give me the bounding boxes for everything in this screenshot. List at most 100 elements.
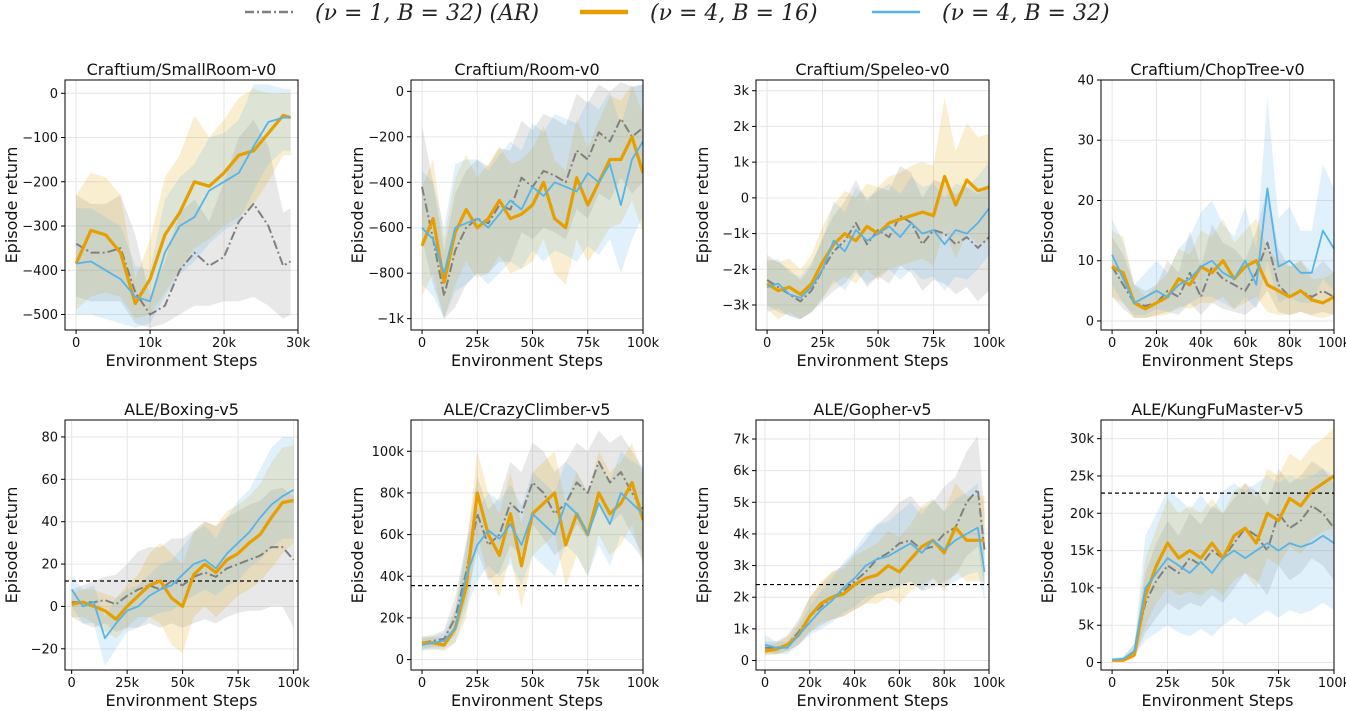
y-tick-label: 7k: [733, 432, 749, 447]
series-1-line: [74, 113, 292, 306]
x-tick-label: 25k: [1156, 676, 1181, 691]
chart-title: Craftium/SmallRoom-v0: [87, 60, 277, 79]
y-tick-label: 0: [1086, 656, 1094, 671]
legend-entry: (ν = 1, B = 32) (AR): [245, 1, 539, 26]
y-axis-label: Episode return: [1038, 487, 1057, 604]
series-0-line: [766, 214, 989, 303]
y-tick-label: 0: [741, 654, 749, 669]
y-tick-label: 2k: [733, 120, 749, 135]
y-tick-label: 0: [1086, 314, 1094, 329]
x-tick-label: 0: [1108, 676, 1116, 691]
y-tick-label: −2k: [722, 263, 749, 278]
x-axis-label: Environment Steps: [1141, 691, 1293, 710]
x-axis-label: Environment Steps: [796, 691, 948, 710]
y-tick-label: 5k: [1078, 619, 1094, 634]
y-tick-label: 40: [1077, 74, 1094, 89]
y-axis-label: Episode return: [693, 147, 712, 264]
x-tick-label: 60k: [1233, 336, 1258, 351]
chart-panel: 0 25k 50k 75k 100k −1k −800 −600 −400 −200 0 Crafti…: [348, 60, 660, 370]
x-tick-label: 0: [418, 676, 426, 691]
x-tick-label: 0: [1108, 336, 1116, 351]
x-tick-label: 75k: [1266, 676, 1291, 691]
x-tick-label: 80k: [932, 676, 957, 691]
y-tick-label: 40: [41, 515, 58, 530]
y-tick-label: 0: [741, 191, 749, 206]
series-1-line: [420, 135, 643, 284]
plot-frame: [1100, 79, 1335, 331]
x-tick-label: 100k: [627, 336, 660, 351]
x-axis-label: Environment Steps: [105, 351, 257, 370]
x-tick-label: 50k: [520, 676, 545, 691]
y-tick-label: 0: [50, 600, 58, 615]
series-0-line: [75, 202, 292, 316]
x-axis-label: Environment Steps: [796, 351, 948, 370]
chart-panel: 0 25k 50k 75k 100k 0 20k 40k 60k 80k 100k ALE/Crazy…: [348, 400, 660, 710]
chart-title: Craftium/Speleo-v0: [795, 60, 949, 79]
legend-label: (ν = 1, B = 32) (AR): [315, 1, 539, 26]
y-tick-label: 60: [41, 473, 58, 488]
series-2-line: [766, 208, 989, 299]
legend-entry: (ν = 4, B = 16): [580, 1, 818, 26]
y-tick-label: −400: [22, 264, 58, 279]
x-tick-label: 50k: [171, 676, 196, 691]
chart-panel: 0 25k 50k 75k 100k −20 0 20 40 60 80 ALE/Boxing-v5 E…: [2, 400, 310, 710]
y-tick-label: 15k: [1070, 544, 1095, 559]
y-tick-label: −1k: [377, 312, 404, 327]
y-tick-label: 20k: [1070, 507, 1095, 522]
x-tick-label: 0: [763, 336, 771, 351]
x-tick-label: 0: [761, 676, 769, 691]
series-2-band: [767, 162, 989, 320]
y-tick-label: 6k: [733, 464, 749, 479]
y-axis-label: Episode return: [348, 487, 367, 604]
chart-panel: 0 20k 40k 60k 80k 100k 0 1k 2k 3k 4k 5k 6k 7k ALE/Goph…: [693, 400, 1006, 710]
series-2-line: [764, 526, 986, 649]
y-tick-label: 60k: [380, 528, 405, 543]
x-tick-label: 0: [68, 676, 76, 691]
series-0-band: [422, 430, 643, 650]
x-tick-label: 20k: [798, 676, 823, 691]
x-tick-label: 60k: [887, 676, 912, 691]
y-tick-label: 20: [41, 558, 58, 573]
y-tick-label: 3k: [733, 84, 749, 99]
chart-title: Craftium/ChopTree-v0: [1130, 60, 1304, 79]
y-tick-label: 40k: [380, 570, 405, 585]
y-axis-label: Episode return: [1038, 147, 1057, 264]
series-1-band: [71, 445, 294, 654]
x-tick-label: 30k: [286, 336, 311, 351]
x-tick-label: 40k: [1189, 336, 1214, 351]
y-axis-label: Episode return: [693, 487, 712, 604]
y-tick-label: 80k: [380, 486, 405, 501]
x-tick-label: 100k: [277, 676, 310, 691]
plot-frame: [410, 79, 644, 331]
x-tick-label: 75k: [226, 676, 251, 691]
chart-panel: 0 25k 50k 75k 100k −3k −2k −1k 0 1k 2k 3k Craftium/S…: [693, 60, 1006, 370]
x-tick-label: 0: [72, 336, 80, 351]
series-2-band: [1112, 98, 1334, 315]
y-tick-label: −100: [22, 131, 58, 146]
y-tick-label: 5k: [733, 496, 749, 511]
plot-frame: [410, 419, 644, 671]
y-tick-label: 10: [1077, 254, 1094, 269]
y-tick-label: −3k: [722, 299, 749, 314]
plot-frame: [755, 79, 990, 331]
y-tick-label: −400: [368, 176, 404, 191]
y-tick-label: −300: [22, 220, 58, 235]
y-tick-label: 10k: [1070, 581, 1095, 596]
x-tick-label: 25k: [465, 336, 490, 351]
y-tick-label: 25k: [1070, 469, 1095, 484]
x-tick-label: 40k: [843, 676, 868, 691]
y-axis-label: Episode return: [348, 147, 367, 264]
y-tick-label: 1k: [733, 156, 749, 171]
y-tick-label: 20k: [380, 611, 405, 626]
chart-panel: 0 20k 40k 60k 80k 100k 0 10 20 30 40 Craftium/ChopT…: [1038, 60, 1346, 370]
x-tick-label: 0: [418, 336, 426, 351]
chart-title: Craftium/Room-v0: [454, 60, 599, 79]
y-axis-label: Episode return: [2, 487, 21, 604]
series-2-line: [1111, 187, 1334, 304]
x-tick-label: 50k: [520, 336, 545, 351]
x-tick-label: 50k: [1211, 676, 1236, 691]
series-1-line: [1111, 259, 1334, 311]
y-tick-label: 20: [1077, 194, 1094, 209]
x-tick-label: 20k: [1144, 336, 1169, 351]
series-1-band: [1112, 427, 1334, 662]
